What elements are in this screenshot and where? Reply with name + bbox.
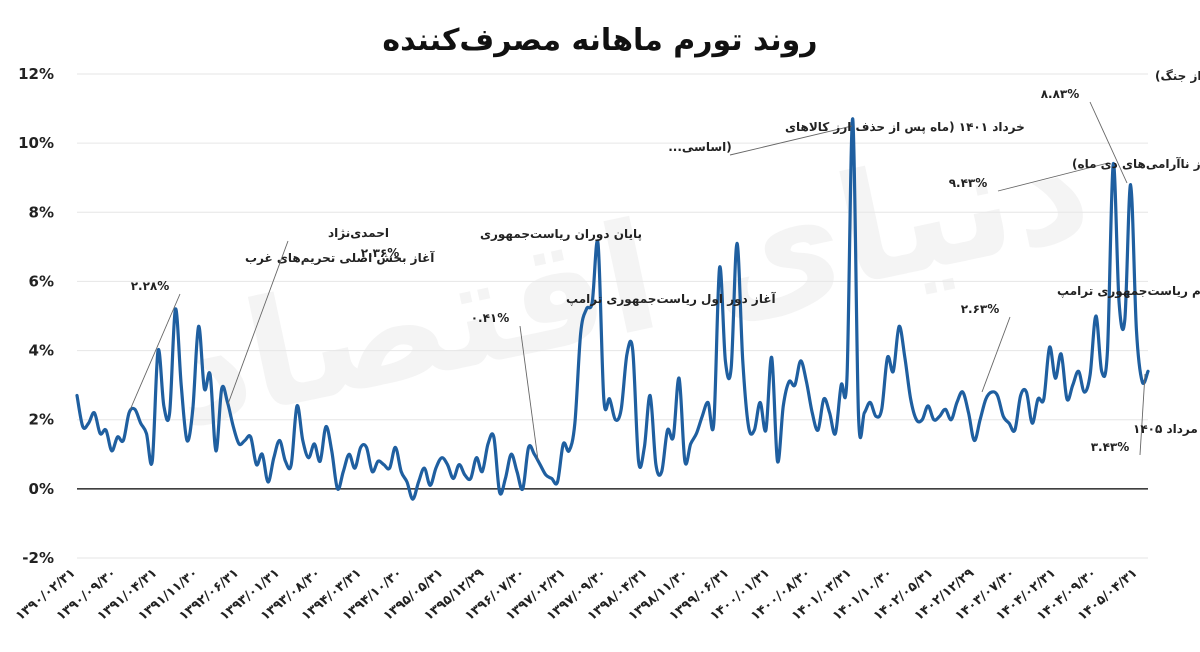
annotation-leader: [997, 162, 1109, 192]
annotation-value: ۲.۶۳%: [961, 302, 1000, 316]
annotation-leader: [1089, 101, 1128, 184]
annotation: خرداد ۱۴۰۱ (ماه پس از حذف ارز کالاهای...…: [668, 120, 1025, 156]
annotation: اردیبهشت ۱۴۰۵ (ماه پس از جنگ) ۸.۸۳%: [1041, 69, 1200, 184]
annotation-value: ۲.۲۸%: [131, 279, 170, 293]
annotation-text: مرداد ۱۴۰۵: [1133, 422, 1198, 436]
annotation-text: آغاز دور اول ریاست‌جمهوری ترامپ: [566, 291, 777, 307]
annotation-leader: [227, 240, 289, 405]
annotation: احمدی‌نژاد: [227, 226, 389, 405]
annotation-value: ۲.۳۶%: [361, 246, 400, 260]
y-tick-label: 2%: [29, 411, 54, 429]
annotation-leader: [1139, 373, 1146, 456]
annotation-text: احمدی‌نژاد: [328, 226, 389, 240]
series-lines: [75, 117, 1150, 501]
annotation-value: ۰.۴۱%: [471, 311, 510, 325]
annotation: پایان دوران ریاست‌جمهوری ۲.۳۶%: [361, 227, 642, 260]
y-tick-label: 0%: [29, 480, 54, 498]
annotation-leader: [981, 316, 1011, 393]
annotation-value: ۸.۸۳%: [1041, 87, 1080, 101]
annotation: آغاز بخش اصلی تحریم‌های غرب ۲.۲۸%: [129, 250, 435, 411]
y-axis-ticks: -2% 0% 2% 4% 6% 8% 10% 12%: [18, 65, 54, 567]
y-tick-label: 12%: [18, 65, 54, 83]
y-tick-label: 10%: [18, 134, 54, 152]
annotation-text: آغاز بخش اصلی تحریم‌های غرب: [245, 250, 435, 265]
annotation-leader: [129, 293, 181, 411]
annotation-leader: [519, 325, 539, 461]
annotation-leader: [729, 125, 853, 156]
annotation: آغاز دور دوم ریاست‌جمهوری ترامپ ۲.۶۳%: [961, 283, 1200, 393]
y-tick-label: 6%: [29, 272, 54, 290]
series-line: [75, 117, 1150, 501]
annotation: بهمن ۱۴۰۴ (ماه پس از ناآرامی‌های دی ماه)…: [949, 156, 1200, 192]
chart-title: روند تورم ماهانه مصرف‌کننده: [382, 23, 817, 58]
x-axis-ticks: ۱۳۹۰/۰۲/۳۱۱۳۹۰/۰۹/۳۰۱۳۹۱/۰۴/۳۱۱۳۹۱/۱۱/۳۰…: [13, 566, 1141, 624]
annotation-text: بهمن ۱۴۰۴ (ماه پس از ناآرامی‌های دی ماه): [1072, 156, 1200, 171]
y-tick-label: 4%: [29, 342, 54, 360]
annotation-text: اردیبهشت ۱۴۰۵ (ماه پس از جنگ): [1155, 69, 1200, 83]
annotation-value: ۳.۴۳%: [1091, 440, 1130, 454]
grid-lines: [77, 73, 1148, 559]
annotation-text: پایان دوران ریاست‌جمهوری: [480, 227, 642, 242]
y-tick-label: -2%: [22, 549, 54, 567]
annotation: آغاز دور اول ریاست‌جمهوری ترامپ ۰.۴۱%: [471, 291, 777, 461]
annotation-value: ...اساسی): [668, 140, 732, 154]
y-tick-label: 8%: [29, 203, 54, 221]
annotations: آغاز بخش اصلی تحریم‌های غرب ۲.۲۸% احمدی‌نژ…: [129, 69, 1200, 461]
annotation-value: ۹.۴۳%: [949, 176, 988, 190]
annotation-text: خرداد ۱۴۰۱ (ماه پس از حذف ارز کالاهای: [785, 120, 1025, 134]
annotation-text: آغاز دور دوم ریاست‌جمهوری ترامپ: [1057, 283, 1200, 299]
